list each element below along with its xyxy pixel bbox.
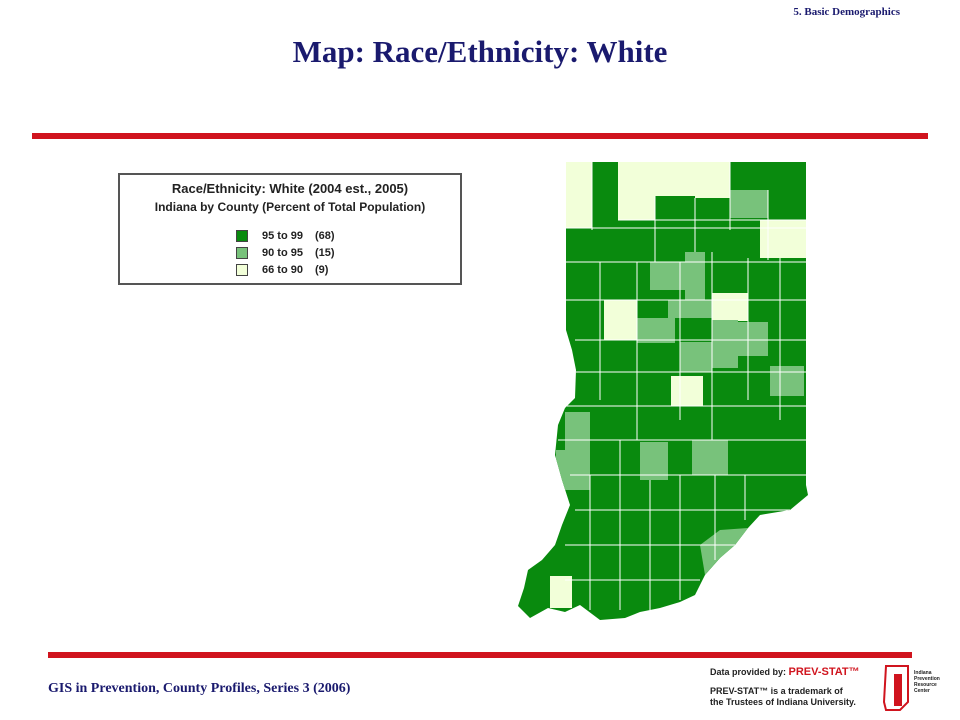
county	[695, 162, 730, 198]
county	[566, 162, 592, 228]
county-borders	[558, 162, 806, 610]
provider-label: Data provided by:	[710, 667, 787, 677]
light-counties	[550, 162, 806, 608]
footer-text: GIS in Prevention, County Profiles, Seri…	[48, 681, 351, 696]
section-label: 5. Basic Demographics	[793, 6, 900, 18]
legend-range: 66 to 90	[262, 264, 303, 276]
county	[685, 252, 705, 300]
county	[668, 300, 712, 318]
swatch	[236, 247, 248, 259]
county	[550, 576, 572, 608]
county	[655, 162, 695, 196]
county	[565, 412, 590, 450]
mid-counties	[556, 190, 804, 575]
county	[730, 190, 768, 218]
legend-count: (9)	[314, 264, 329, 276]
county	[760, 220, 806, 258]
county	[680, 342, 712, 372]
map-legend: Race/Ethnicity: White (2004 est., 2005) …	[118, 173, 462, 285]
swatch	[236, 230, 248, 242]
county	[640, 442, 668, 480]
legend-title: Race/Ethnicity: White (2004 est., 2005)	[171, 181, 409, 196]
provider-name: PREV-STAT™	[788, 666, 860, 678]
legend-count: (68)	[314, 230, 335, 242]
legend-item: 90 to 95 (15)	[236, 247, 335, 259]
provided-by: Data provided by: PREV-STAT™	[710, 666, 860, 678]
county	[618, 162, 655, 220]
legend-subtitle: Indiana by County (Percent of Total Popu…	[154, 200, 426, 214]
county	[700, 528, 748, 575]
legend-range: 90 to 95	[262, 247, 303, 259]
counties	[518, 162, 808, 620]
slide-title: Map: Race/Ethnicity: White	[292, 34, 668, 69]
county	[637, 318, 675, 343]
legend-count: (15)	[314, 247, 335, 259]
county	[770, 366, 804, 396]
county	[604, 300, 637, 340]
county	[556, 450, 590, 490]
swatch	[236, 264, 248, 276]
county	[738, 322, 768, 356]
divider	[48, 652, 912, 658]
indiana-icon	[882, 665, 909, 711]
trademark-line: PREV-STAT™ is a trademark of	[710, 686, 843, 696]
legend-item: 66 to 90 (9)	[236, 264, 328, 276]
center-name: Indiana Prevention Resource Center	[914, 670, 940, 694]
legend-item: 95 to 99 (68)	[236, 230, 335, 242]
county	[671, 376, 703, 406]
trademark-line: the Trustees of Indiana University.	[710, 697, 856, 707]
county	[692, 440, 728, 475]
county	[894, 674, 902, 706]
county	[650, 262, 685, 290]
county	[712, 293, 748, 321]
legend-range: 95 to 99	[262, 230, 303, 242]
provider-logo: Data provided by: PREV-STAT™ PREV-STAT™ …	[706, 662, 952, 714]
divider	[32, 133, 928, 139]
county	[712, 320, 738, 368]
